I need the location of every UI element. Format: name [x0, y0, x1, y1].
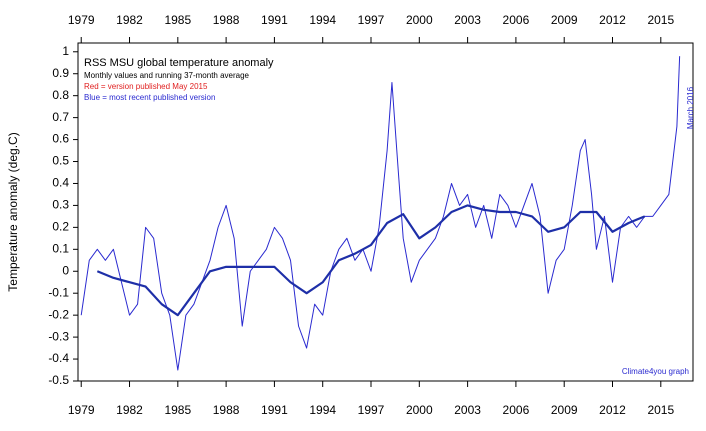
y-tick-label: 0.4: [52, 176, 69, 190]
y-tick-label: 0: [62, 263, 69, 277]
x-tick-label: 2000: [406, 13, 433, 27]
y-tick-label: -0.5: [48, 373, 69, 387]
y-tick-label: -0.3: [48, 329, 69, 343]
y-tick-label: -0.1: [48, 285, 69, 299]
x-tick-label: 1982: [116, 403, 143, 417]
x-tick-label: 2006: [503, 13, 530, 27]
y-tick-label: 0.9: [52, 66, 69, 80]
x-tick-label: 2012: [599, 13, 626, 27]
x-tick-label: 1982: [116, 13, 143, 27]
y-tick-label: 0.6: [52, 132, 69, 146]
x-tick-label: 1979: [68, 403, 95, 417]
x-tick-label: 1994: [309, 13, 336, 27]
x-tick-label: 1979: [68, 13, 95, 27]
x-tick-label: 1997: [358, 13, 385, 27]
y-tick-label: -0.2: [48, 307, 69, 321]
x-tick-label: 2009: [551, 13, 578, 27]
x-tick-label: 2015: [647, 403, 674, 417]
y-tick-label: 0.3: [52, 198, 69, 212]
annotation: Climate4you graph: [622, 367, 689, 376]
plot-frame: [77, 42, 694, 382]
y-tick-label: 1: [62, 44, 69, 58]
y-tick-label: -0.4: [48, 351, 69, 365]
x-tick-label: 1997: [358, 403, 385, 417]
x-tick-label: 2000: [406, 403, 433, 417]
annotation: Blue = most recent published version: [84, 93, 215, 102]
x-tick-label: 1988: [213, 13, 240, 27]
series-line: [80, 56, 681, 371]
annotation: March 2016: [686, 86, 695, 129]
chart-subtitle: Monthly values and running 37-month aver…: [84, 71, 250, 80]
y-tick-label: 0.7: [52, 110, 69, 124]
x-tick-label: 1985: [164, 13, 191, 27]
series-line: [96, 204, 646, 317]
y-tick-label: 0.2: [52, 220, 69, 234]
x-tick-label: 1991: [261, 13, 288, 27]
y-tick-label: 0.5: [52, 154, 69, 168]
x-tick-label: 2009: [551, 403, 578, 417]
y-axis-label: Temperature anomaly (deg.C): [6, 132, 20, 291]
x-tick-label: 2015: [647, 13, 674, 27]
x-tick-label: 1985: [164, 403, 191, 417]
x-tick-label: 2003: [454, 403, 481, 417]
x-tick-label: 1991: [261, 403, 288, 417]
y-tick-label: 0.1: [52, 241, 69, 255]
y-tick-label: 0.8: [52, 88, 69, 102]
x-tick-label: 1988: [213, 403, 240, 417]
chart-title: RSS MSU global temperature anomaly: [84, 57, 274, 69]
x-tick-label: 2006: [503, 403, 530, 417]
annotation: Red = version published May 2015: [84, 82, 208, 91]
x-tick-label: 1994: [309, 403, 336, 417]
x-tick-label: 2003: [454, 13, 481, 27]
x-tick-label: 2012: [599, 403, 626, 417]
